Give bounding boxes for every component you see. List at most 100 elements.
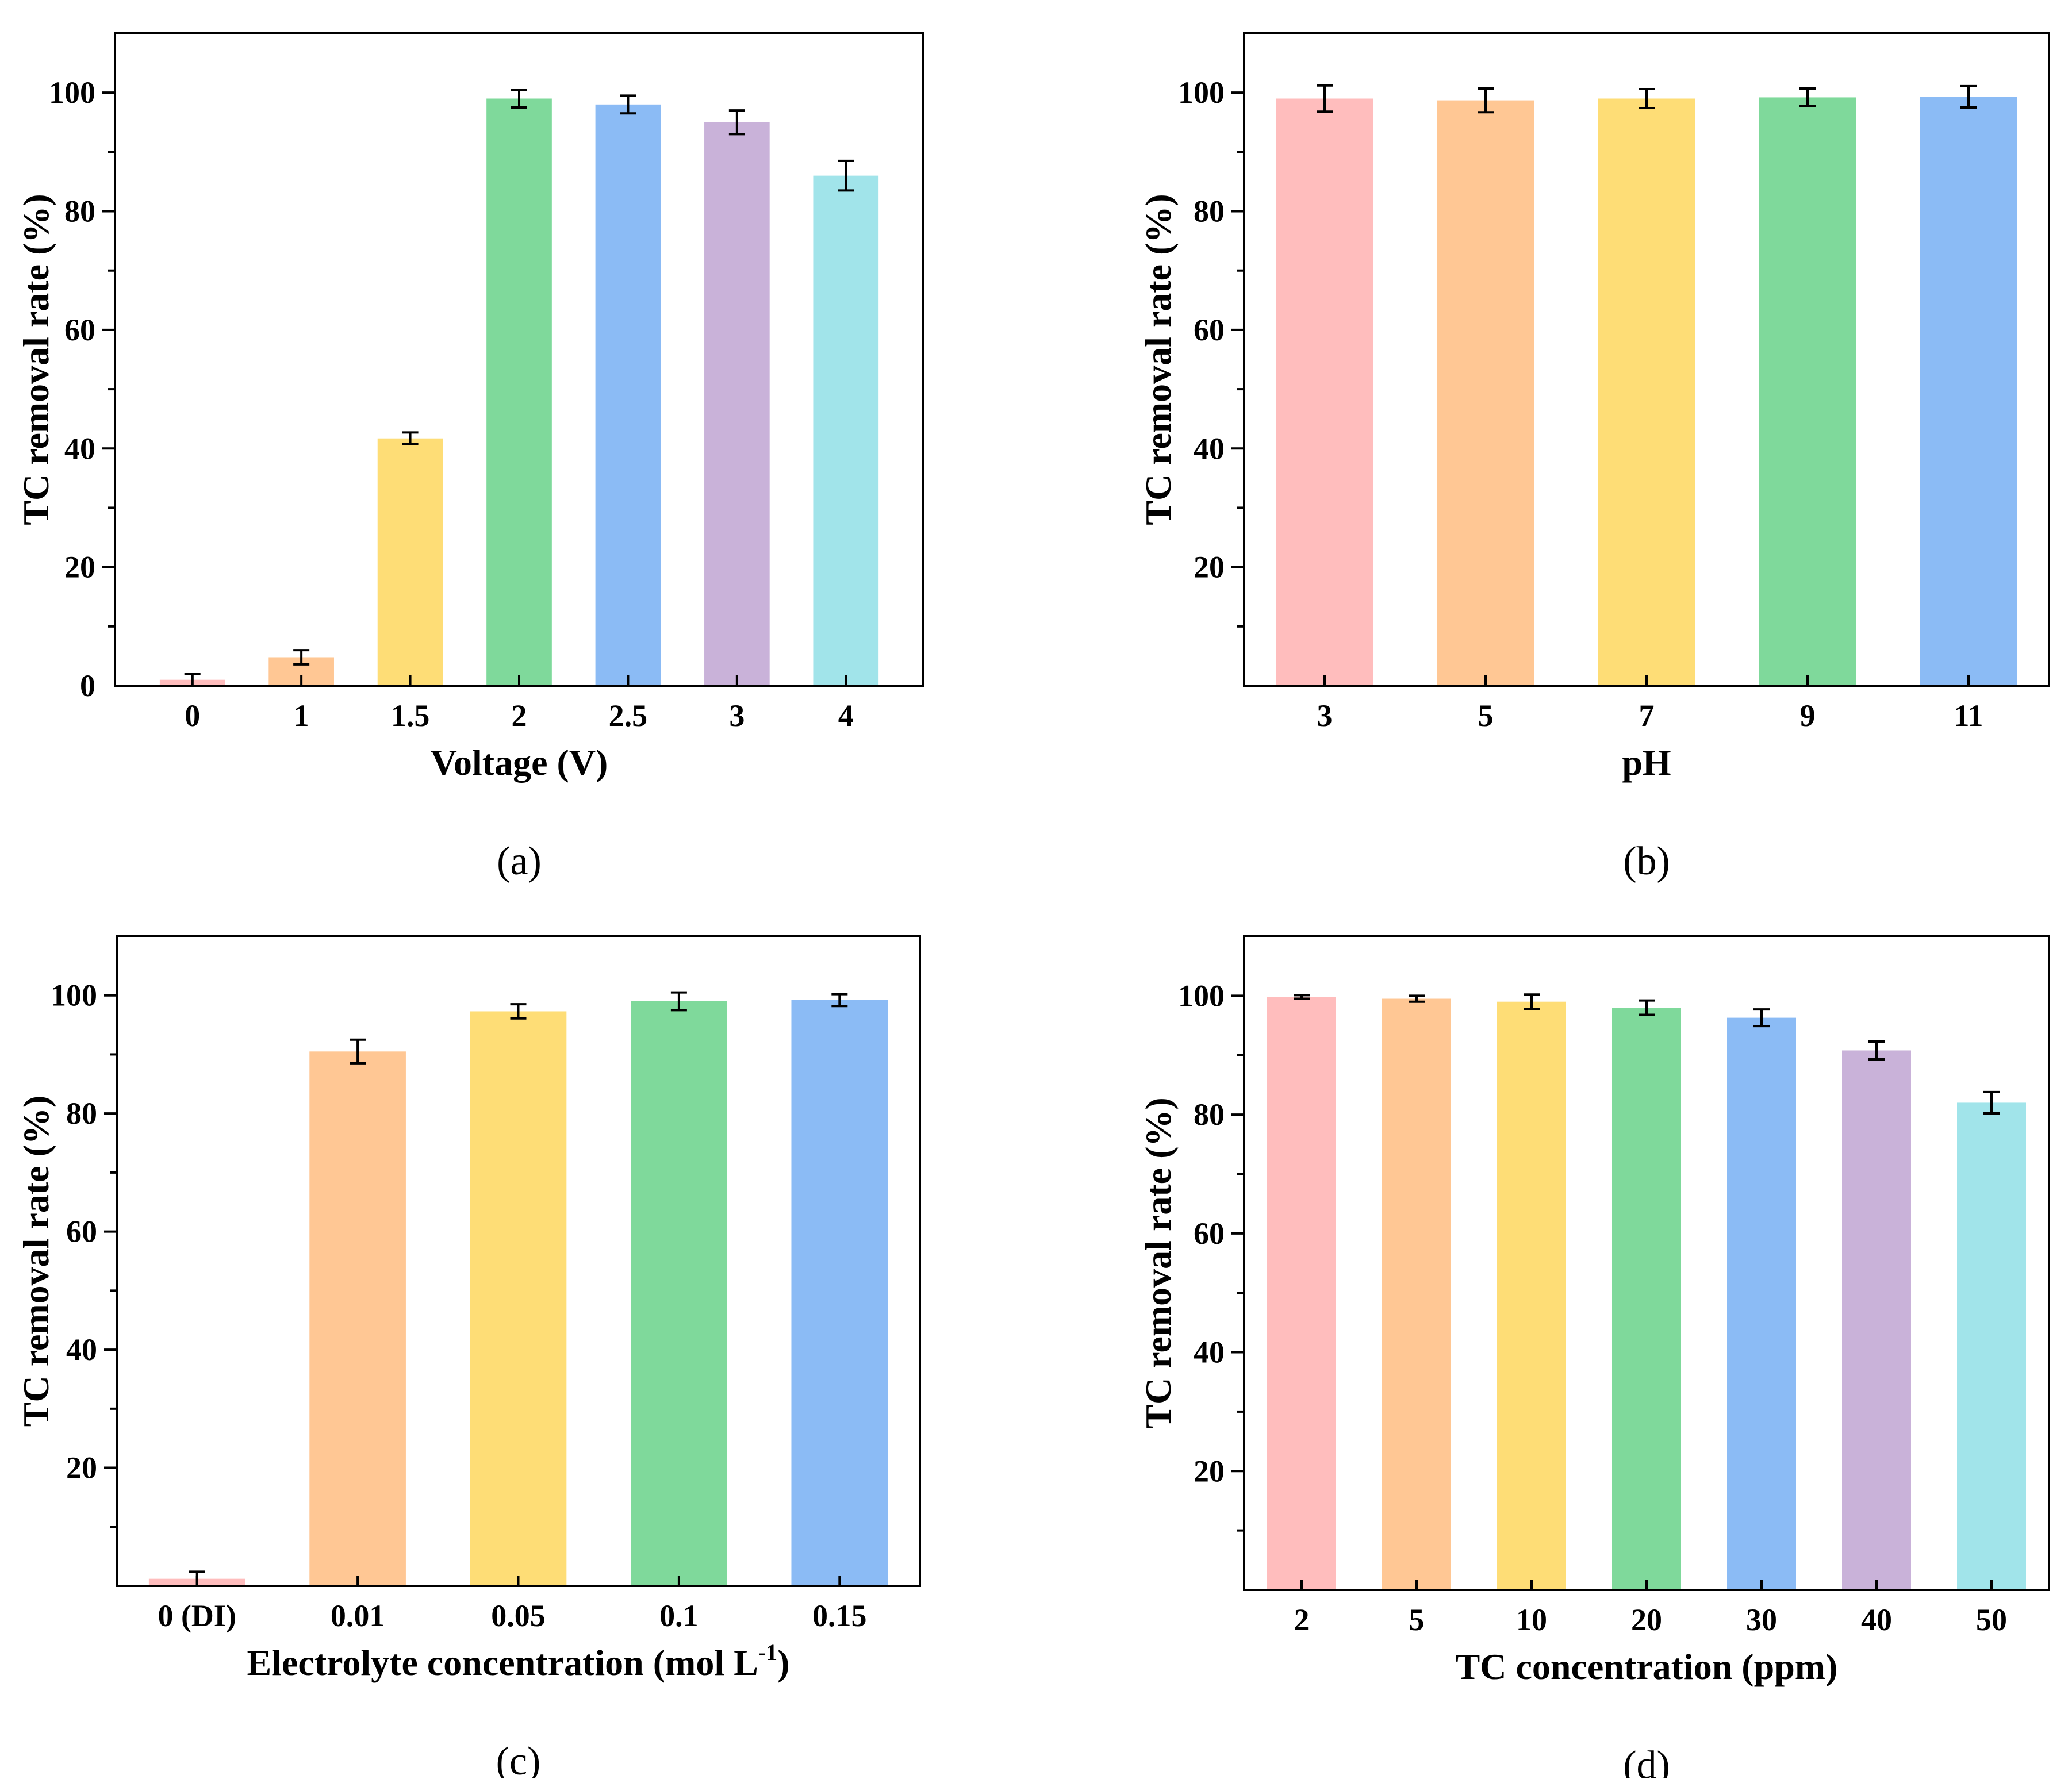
x-tick-label-d-4: 30 [1746,1603,1777,1637]
x-tick-label-a-0: 0 [185,698,200,733]
x-tick-label-c-2: 0.05 [491,1599,546,1633]
bar-c-3 [631,1001,727,1586]
bar-d-1 [1382,998,1451,1590]
error-bar-a-2 [402,431,419,446]
y-tick-label-a: 40 [64,431,95,466]
panel-label-d: (d) [1623,1743,1670,1778]
bar-d-3 [1612,1008,1681,1590]
bar-b-0 [1276,98,1373,686]
bar-chart-tc-concentration: 20 40 60 80 100 2 5 10 20 30 40 50 TC concentration … [1138,935,2050,1778]
x-axis-title-b: pH [1622,742,1671,783]
x-axis-title-d: TC concentration (ppm) [1456,1646,1838,1687]
error-bar-c-3 [670,991,687,1012]
error-bar-d-3 [1639,999,1655,1016]
error-bar-c-2 [510,1003,527,1020]
y-tick-label-a: 20 [64,550,95,585]
error-bar-d-6 [1983,1090,2000,1115]
error-bar-b-0 [1317,84,1333,113]
error-bar-b-3 [1799,87,1816,107]
chart-panel-c: 20 40 60 80 100 0 (DI) 0.01 0.05 0.1 0.15 Electrol… [0,889,1036,1778]
x-tick-label-d-5: 40 [1861,1603,1892,1637]
bar-chart-ph: 20 40 60 80 100 3 5 7 9 11 pH TC removal rate (%) (b… [1138,32,2050,883]
x-tick-label-d-0: 2 [1294,1603,1310,1637]
bar-b-3 [1759,97,1856,686]
x-tick-label-d-3: 20 [1631,1603,1662,1637]
y-axis-title-a: TC removal rate (%) [16,194,56,525]
panel-label-a: (a) [497,839,542,883]
x-axis-title-a: Voltage (V) [431,742,608,783]
x-tick-label-a-4: 2.5 [609,698,648,733]
error-bar-a-6 [838,159,854,192]
y-axis-title-d: TC removal rate (%) [1138,1097,1179,1428]
error-bar-d-4 [1753,1008,1770,1028]
bar-d-4 [1727,1017,1796,1590]
error-bar-a-3 [511,89,527,109]
y-tick-label-d: 100 [1178,978,1225,1013]
y-tick-label-c: 40 [66,1332,97,1367]
x-tick-label-c-4: 0.15 [812,1599,867,1633]
y-tick-label-b: 60 [1194,313,1225,347]
y-tick-label-b: 80 [1194,194,1225,229]
y-tick-label-c: 100 [51,978,97,1013]
error-bar-b-1 [1478,87,1494,114]
y-tick-label-b: 40 [1194,431,1225,466]
y-tick-label-a: 100 [49,75,95,110]
bar-a-3 [486,98,552,686]
y-tick-label-d: 40 [1194,1335,1225,1370]
y-axis-title-c: TC removal rate (%) [16,1096,56,1427]
x-tick-label-b-0: 3 [1317,698,1333,733]
chart-panel-b: 20 40 60 80 100 3 5 7 9 11 pH TC removal rate (%) (b… [1036,0,2072,889]
y-tick-label-b: 100 [1178,75,1225,110]
chart-panel-a: 0 20 40 60 80 100 0 1 1.5 2 2.5 3 4 Voltage (V) TC rem… [0,0,1036,889]
chart-panel-d: 20 40 60 80 100 2 5 10 20 30 40 50 TC concentration … [1036,889,2072,1778]
error-bar-a-1 [293,649,310,666]
y-tick-label-a: 60 [64,313,95,347]
x-tick-label-b-1: 5 [1478,698,1494,733]
y-tick-label-c: 60 [66,1215,97,1249]
bar-d-5 [1842,1050,1911,1590]
x-tick-label-c-3: 0.1 [659,1599,699,1633]
y-tick-label-c: 20 [66,1451,97,1485]
y-axis-title-b: TC removal rate (%) [1138,194,1179,525]
x-tick-label-b-3: 9 [1800,698,1816,733]
panel-label-b: (b) [1623,839,1670,883]
bar-b-4 [1920,97,2017,686]
bar-a-4 [595,104,661,686]
x-tick-label-d-6: 50 [1976,1603,2007,1637]
bar-c-4 [791,1000,888,1586]
bar-d-2 [1497,1001,1566,1590]
error-bar-c-4 [831,993,848,1008]
panel-label-c: (c) [496,1739,541,1778]
x-tick-label-a-2: 1.5 [391,698,430,733]
bar-d-6 [1957,1102,2026,1590]
bar-b-1 [1437,100,1534,686]
error-bar-d-0 [1294,994,1310,1000]
x-tick-label-d-1: 5 [1409,1603,1425,1637]
error-bar-a-5 [728,109,745,136]
x-tick-label-b-2: 7 [1639,698,1655,733]
y-tick-label-d: 20 [1194,1454,1225,1488]
bar-a-5 [704,122,770,686]
bar-a-6 [813,175,879,686]
error-bar-b-4 [1960,84,1977,109]
x-tick-label-a-5: 3 [729,698,745,733]
error-bar-d-2 [1524,993,1540,1010]
x-axis-title-c: Electrolyte concentration (mol L-1) [247,1639,790,1683]
error-bar-d-5 [1868,1040,1885,1061]
y-tick-label-c: 80 [66,1096,97,1131]
bar-chart-voltage: 0 20 40 60 80 100 0 1 1.5 2 2.5 3 4 Voltage (V) TC rem… [16,32,924,883]
bar-c-2 [470,1011,567,1586]
bar-d-0 [1267,997,1336,1590]
y-tick-label-b: 20 [1194,550,1225,585]
x-tick-label-a-3: 2 [512,698,527,733]
x-tick-label-c-1: 0.01 [331,1599,385,1633]
error-bar-b-2 [1639,87,1655,110]
y-tick-label-d: 60 [1194,1216,1225,1251]
bar-c-1 [309,1051,406,1586]
x-tick-label-c-0: 0 (DI) [158,1599,236,1633]
x-tick-label-a-1: 1 [294,698,309,733]
error-bar-d-1 [1409,994,1425,1003]
error-bar-c-1 [350,1038,366,1065]
error-bar-a-4 [620,94,636,115]
x-tick-label-d-2: 10 [1516,1603,1547,1637]
